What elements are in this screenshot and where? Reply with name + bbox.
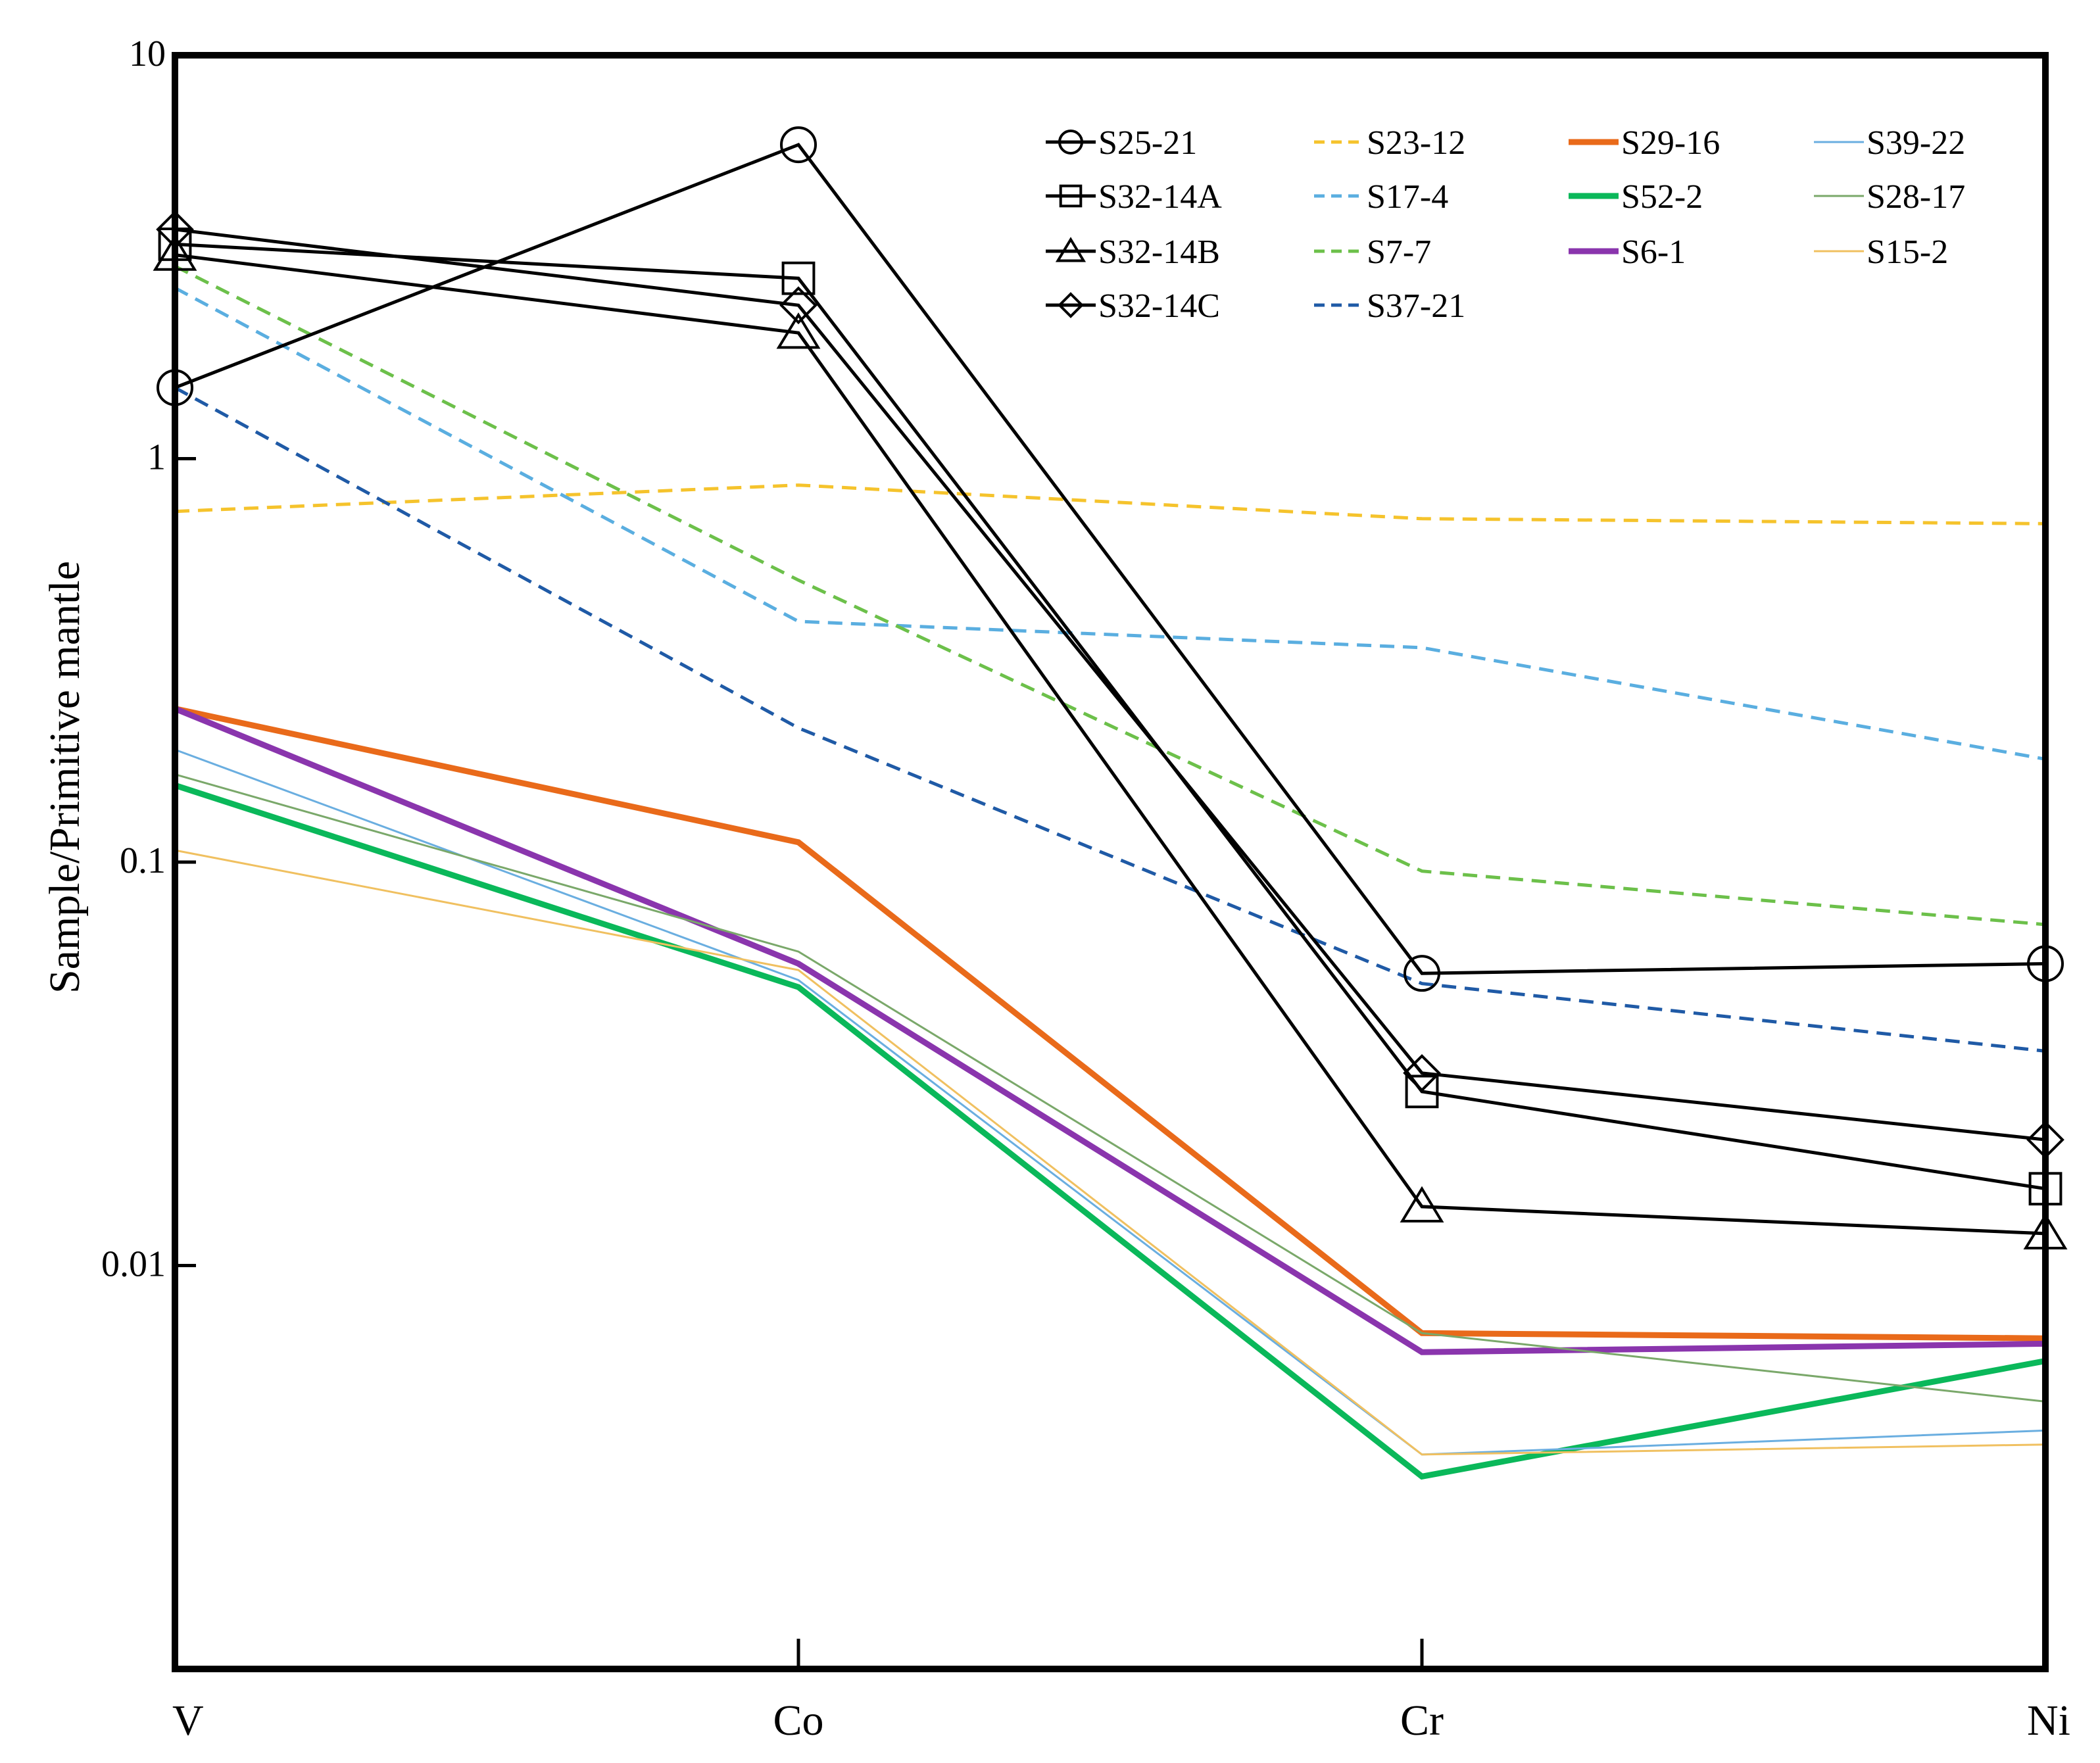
data-point-s25-21-co	[780, 126, 817, 164]
data-point-s32-14c-co	[779, 286, 818, 325]
legend-label-s6-1: S6-1	[1621, 233, 1686, 271]
y-axis-label: Sample/Primitive mantle	[41, 561, 89, 994]
legend-label-s32-14b: S32-14B	[1098, 233, 1220, 271]
series-line-s39-22	[174, 748, 2046, 1456]
legend-marker-s25-21	[1058, 130, 1083, 155]
series-line-s32-14c	[174, 228, 2046, 1142]
legend-label-s52-2: S52-2	[1621, 178, 1703, 216]
legend-label-s39-22: S39-22	[1867, 124, 1965, 162]
y-tick-label-10: 10	[129, 34, 166, 74]
data-point-s32-14b-cr	[1400, 1186, 1444, 1222]
data-point-s32-14c-cr	[1403, 1053, 1441, 1092]
legend-label-s25-21: S25-21	[1098, 124, 1197, 162]
data-point-s32-14a-cr	[1405, 1075, 1439, 1109]
series-line-s29-16	[174, 706, 2046, 1341]
legend-label-s29-16: S29-16	[1621, 124, 1720, 162]
legend-label-s32-14a: S32-14A	[1098, 178, 1222, 216]
y-tick-label-1: 1	[147, 437, 166, 478]
series-line-s7-7	[174, 264, 2046, 927]
legend-marker-s32-14b	[1055, 237, 1087, 262]
legend: S25-21 S32-14A S32-14B S32-14C S23-12 S17-4 S7…	[1046, 124, 1965, 325]
legend-marker-s32-14c	[1058, 292, 1084, 318]
x-tick-label-cr: Cr	[1400, 1697, 1444, 1745]
series-line-s32-14b	[174, 253, 2046, 1236]
series-line-s23-12	[174, 483, 2046, 525]
x-tick-label-ni: Ni	[2027, 1697, 2070, 1745]
series-line-s6-1	[174, 706, 2046, 1355]
legend-label-s7-7: S7-7	[1367, 233, 1431, 271]
x-tick-label-v: V	[172, 1697, 204, 1745]
y-tick-label-0-01: 0.01	[101, 1244, 166, 1285]
legend-label-s37-21: S37-21	[1367, 287, 1465, 325]
legend-label-s32-14c: S32-14C	[1098, 287, 1220, 325]
legend-label-s17-4: S17-4	[1367, 178, 1448, 216]
axes-layer: 10 1 0.1 0.01 V Co Cr Ni	[101, 34, 2070, 1745]
x-tick-label-co: Co	[773, 1697, 823, 1745]
legend-marker-s32-14a	[1059, 184, 1083, 208]
data-point-s32-14a-co	[781, 261, 816, 295]
series-line-s32-14a	[174, 242, 2046, 1191]
legend-label-s15-2: S15-2	[1867, 233, 1948, 271]
data-point-s25-21-cr	[1404, 955, 1440, 992]
series-line-s15-2	[174, 849, 2046, 1456]
data-point-s32-14b-co	[776, 312, 821, 349]
series-line-s28-17	[174, 773, 2046, 1403]
y-tick-label-0-1: 0.1	[120, 840, 166, 881]
series-line-s37-21	[174, 386, 2046, 1053]
legend-label-s23-12: S23-12	[1367, 124, 1465, 162]
series-line-s52-2	[174, 782, 2046, 1480]
series-line-s17-4	[174, 286, 2046, 761]
series-layer	[174, 143, 2046, 1480]
legend-label-s28-17: S28-17	[1867, 178, 1965, 216]
